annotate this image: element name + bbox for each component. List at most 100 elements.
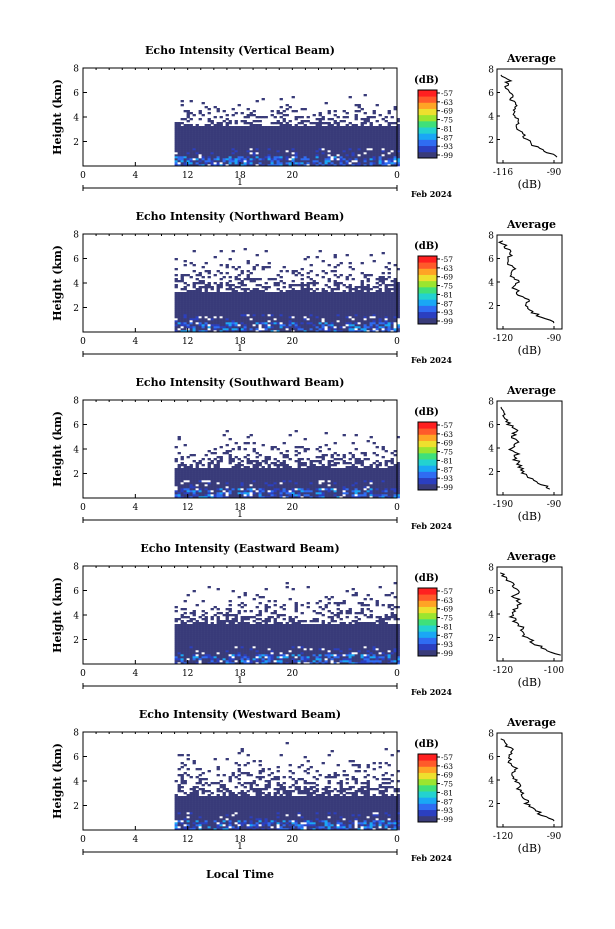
heatmap-cell xyxy=(195,138,199,141)
heatmap-cell xyxy=(315,118,319,121)
heatmap-cell xyxy=(195,302,199,305)
heatmap-cell xyxy=(318,112,322,115)
heatmap-cell xyxy=(336,164,340,167)
heatmap-cell xyxy=(297,318,301,321)
heatmap-cell xyxy=(189,154,193,157)
heatmap-cell xyxy=(237,306,241,309)
heatmap-cell xyxy=(321,466,325,469)
heatmap-cell xyxy=(219,494,223,497)
heatmap-cell xyxy=(225,490,229,493)
heatmap-cell xyxy=(228,490,232,493)
heatmap-cell xyxy=(276,292,280,295)
heatmap-cell xyxy=(315,306,319,309)
average-profile-line xyxy=(500,74,558,158)
heatmap-cell xyxy=(387,154,391,157)
heatmap-cell xyxy=(291,150,295,153)
heatmap-cell xyxy=(288,472,292,475)
heatmap-cell xyxy=(270,122,274,125)
heatmap-cell xyxy=(321,136,325,139)
heatmap-cell xyxy=(303,146,307,149)
y-tick-label: 6 xyxy=(73,255,79,265)
heatmap-cell xyxy=(240,470,244,473)
heatmap-cell xyxy=(327,462,331,465)
heatmap-cell xyxy=(363,486,367,489)
heatmap-cell xyxy=(288,322,292,325)
heatmap-cell xyxy=(222,470,226,473)
heatmap-cell xyxy=(210,288,214,291)
heatmap-cell xyxy=(351,160,355,163)
heatmap-cell xyxy=(285,308,289,311)
heatmap-cell xyxy=(381,158,385,161)
heatmap-cell xyxy=(360,302,364,305)
heatmap-cell xyxy=(228,304,232,307)
heatmap-cell xyxy=(387,126,391,129)
heatmap-cell xyxy=(246,152,250,155)
heatmap-cell xyxy=(219,324,223,327)
heatmap-cell xyxy=(228,148,232,151)
heatmap-cell xyxy=(393,302,397,305)
heatmap-cell xyxy=(276,284,280,287)
heatmap-cell xyxy=(378,132,382,135)
heatmap-cell xyxy=(177,486,181,489)
heatmap-cell xyxy=(198,494,202,497)
heatmap-cell xyxy=(279,298,283,301)
heatmap-cell xyxy=(348,130,352,133)
average-y-tick-label: 2 xyxy=(488,302,494,312)
heatmap-cell xyxy=(234,268,238,271)
heatmap-cell xyxy=(330,484,334,487)
heatmap-cell xyxy=(186,496,190,499)
heatmap-cell xyxy=(348,472,352,475)
heatmap-cell xyxy=(195,162,199,165)
heatmap-cell xyxy=(318,450,322,453)
heatmap-cell xyxy=(372,320,376,323)
heatmap-cell xyxy=(306,330,310,333)
heatmap-cell xyxy=(351,496,355,499)
average-y-tick-label: 4 xyxy=(488,113,494,123)
heatmap-cell xyxy=(219,282,223,285)
heatmap-cell xyxy=(300,316,304,319)
heatmap-cell xyxy=(357,152,361,155)
heatmap-cell xyxy=(219,146,223,149)
heatmap-cell xyxy=(234,128,238,131)
heatmap-cell xyxy=(396,162,400,165)
heatmap-cells xyxy=(174,430,400,499)
heatmap-cell xyxy=(396,286,400,289)
heatmap-cell xyxy=(321,298,325,301)
heatmap-cell xyxy=(249,138,253,141)
heatmap-cell xyxy=(363,496,367,499)
heatmap-cell xyxy=(222,152,226,155)
heatmap-cell xyxy=(231,470,235,473)
heatmap-cell xyxy=(339,310,343,313)
heatmap-cell xyxy=(237,320,241,323)
heatmap-cell xyxy=(381,134,385,137)
heatmap-cell xyxy=(384,306,388,309)
heatmap-cell xyxy=(363,454,367,457)
heatmap-cell xyxy=(285,480,289,483)
heatmap-cell xyxy=(174,306,178,309)
heatmap-cell xyxy=(234,162,238,165)
heatmap-cell xyxy=(246,326,250,329)
heatmap-cell xyxy=(306,310,310,313)
heatmap-cell xyxy=(204,330,208,333)
heatmap-cell xyxy=(330,464,334,467)
heatmap-cell xyxy=(213,144,217,147)
heatmap-cell xyxy=(297,132,301,135)
heatmap-cell xyxy=(351,308,355,311)
heatmap-cell xyxy=(204,158,208,161)
heatmap-cell xyxy=(336,318,340,321)
heatmap-cell xyxy=(210,482,214,485)
heatmap-cell xyxy=(393,298,397,301)
heatmap-cell xyxy=(315,150,319,153)
heatmap-cell xyxy=(396,134,400,137)
heatmap-cell xyxy=(207,450,211,453)
heatmap-cell xyxy=(279,328,283,331)
heatmap-cell xyxy=(219,472,223,475)
heatmap-cell xyxy=(306,128,310,131)
heatmap-cell xyxy=(291,142,295,145)
heatmap-cell xyxy=(183,492,187,495)
heatmap-cell xyxy=(237,462,241,465)
heatmap-cell xyxy=(303,324,307,327)
heatmap-cell xyxy=(309,494,313,497)
heatmap-cell xyxy=(258,160,262,163)
heatmap-cell xyxy=(321,296,325,299)
